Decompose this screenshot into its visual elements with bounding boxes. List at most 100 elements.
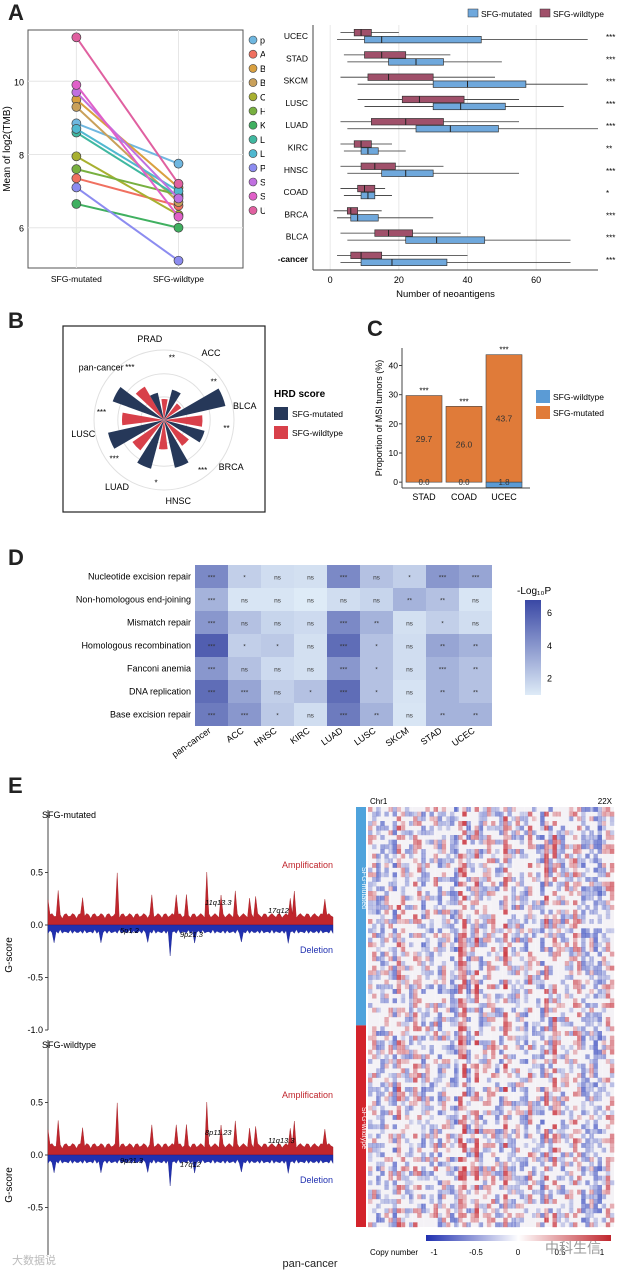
radial-bar: [164, 389, 181, 420]
heatmap-cell: [527, 891, 533, 896]
heatmap-cell: [568, 970, 574, 976]
heatmap-cell: [404, 1012, 410, 1018]
heatmap-cell: [429, 895, 434, 901]
heatmap-cell: [396, 863, 402, 868]
heatmap-cell: [437, 895, 443, 901]
box: [432, 102, 506, 111]
heatmap-cell: [515, 1129, 520, 1134]
heatmap-cell: [503, 886, 508, 892]
heatmap-cell: [437, 1222, 443, 1228]
heatmap-cell: [486, 937, 492, 943]
bar-mutated: [445, 406, 483, 483]
heatmap-cell: [474, 989, 479, 994]
heatmap-cell: [384, 1124, 389, 1130]
heatmap-cell: [609, 895, 615, 901]
heatmap-cell: [417, 1063, 422, 1069]
heatmap-cell: [474, 1147, 479, 1153]
heatmap-cell: [573, 849, 578, 854]
significance-label: **: [211, 377, 217, 386]
heatmap-cell: [454, 1133, 459, 1139]
heatmap-cell: [581, 1045, 586, 1050]
heatmap-cell: [593, 1096, 598, 1102]
heatmap-cell: [601, 1110, 607, 1116]
heatmap-cell: [503, 1115, 508, 1120]
heatmap-cell: [503, 1208, 508, 1214]
heatmap-cell: [556, 1003, 561, 1008]
heatmap-cell: [450, 942, 455, 948]
heatmap-cell: [544, 858, 549, 864]
heatmap-cell: [523, 1115, 529, 1120]
heatmap-cell: [486, 914, 492, 920]
heatmap-cell: [421, 1012, 426, 1018]
heatmap-cell: [573, 923, 578, 929]
heatmap-cell: [421, 1208, 426, 1214]
heatmap-cell: [601, 900, 607, 906]
heatmap-cell: [417, 863, 422, 868]
heatmap-cell: [495, 1222, 500, 1228]
heatmap-cell: [511, 895, 516, 901]
group-label-wildtype: SFG-wildtype: [360, 1107, 367, 1149]
heatmap-cell: [560, 1091, 566, 1097]
heatmap-cell: [609, 1040, 615, 1046]
heatmap-cell: [532, 1026, 537, 1032]
heatmap-cell: [380, 965, 385, 971]
heatmap-cell: [462, 979, 467, 985]
heatmap-cell: [605, 1189, 611, 1195]
heatmap-cell: [417, 961, 422, 966]
heatmap-cell: [552, 1035, 557, 1041]
heatmap-cell: [195, 703, 228, 726]
heatmap-cell: [515, 998, 520, 1004]
heatmap-cell: [429, 1213, 434, 1218]
heatmap-cell: [507, 1222, 512, 1228]
heatmap-cell: [417, 1175, 422, 1181]
heatmap-cell: [573, 933, 578, 938]
heatmap-cell: [552, 998, 557, 1004]
heatmap-cell: [515, 919, 520, 924]
panel-d-pathway-heatmap: Nucleotide excision repair *** * ns ns *** ns *…: [76, 565, 552, 759]
heatmap-cell: [605, 993, 611, 999]
colorbar-tick: 0.5: [554, 1248, 566, 1257]
heatmap-cell: [392, 947, 397, 952]
heatmap-cell: [470, 900, 475, 906]
heatmap-cell: [327, 657, 360, 680]
heatmap-cell: [396, 1222, 402, 1228]
heatmap-cell: [458, 863, 463, 868]
heatmap-cell: [421, 872, 426, 878]
heatmap-cell: [368, 1077, 373, 1083]
heatmap-cell: [601, 844, 607, 850]
heatmap-cell: [400, 1222, 406, 1228]
heatmap-cell: [380, 1115, 385, 1120]
legend-marker: [248, 163, 258, 173]
heatmap-cell: [556, 1185, 561, 1190]
heatmap-cell: [507, 877, 512, 882]
heatmap-cell: [454, 853, 459, 859]
heatmap-cell: [536, 1063, 541, 1069]
heatmap-cell: [425, 984, 430, 990]
heatmap-cell: [536, 984, 541, 990]
cell-significance: ***: [340, 690, 348, 697]
heatmap-cell: [421, 1035, 426, 1041]
heatmap-cell: [523, 830, 529, 836]
heatmap-cell: [376, 1096, 381, 1102]
heatmap-cell: [376, 807, 381, 812]
heatmap-cell: [495, 858, 500, 864]
heatmap-cell: [372, 853, 377, 859]
heatmap-cell: [470, 979, 475, 985]
heatmap-cell: [482, 1129, 488, 1134]
heatmap-cell: [573, 909, 578, 915]
radial-bar: [122, 412, 164, 426]
heatmap-cell: [601, 825, 607, 831]
heatmap-cell: [368, 807, 373, 812]
legend-swatch: [536, 390, 550, 403]
significance-label: ***: [606, 234, 615, 243]
heatmap-cell: [552, 1213, 557, 1218]
heatmap-cell: [195, 634, 228, 657]
cell-significance: ns: [472, 598, 480, 605]
heatmap-cell: [573, 886, 578, 892]
cell-significance: ns: [373, 575, 381, 582]
heatmap-cell: [568, 844, 574, 850]
cell-significance: ***: [208, 713, 216, 720]
category-label: SKCM: [283, 76, 308, 86]
heatmap-cell: [380, 933, 385, 938]
heatmap-cell: [454, 975, 459, 980]
